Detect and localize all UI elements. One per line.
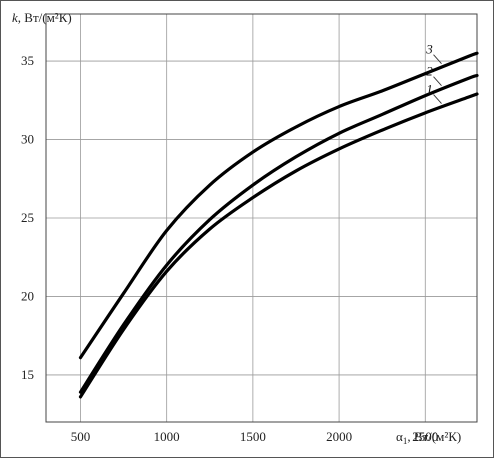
grid-lines xyxy=(46,14,477,422)
plot-area-border xyxy=(45,13,478,423)
y-tick-label: 35 xyxy=(21,53,34,68)
y-tick-label: 15 xyxy=(21,367,34,382)
x-axis-unit: , Вт/(м²К) xyxy=(407,429,461,444)
x-axis-subscript: 1 xyxy=(403,436,408,446)
x-tick-label: 500 xyxy=(71,429,91,444)
x-tick-label: 1000 xyxy=(154,429,180,444)
y-tick-label: 20 xyxy=(21,288,34,303)
y-tick-label: 25 xyxy=(21,210,34,225)
series-label-3: 3 xyxy=(425,42,433,57)
x-tick-labels: 500 1000 1500 2000 2500 xyxy=(71,429,439,444)
series-leader-1 xyxy=(433,94,442,104)
series-label-1: 1 xyxy=(426,82,433,97)
series-line-1 xyxy=(78,92,479,399)
y-axis-title: k, Вт/(м²К) xyxy=(12,10,72,25)
y-tick-labels: 15 20 25 30 35 xyxy=(21,53,34,382)
y-tick-label: 30 xyxy=(21,132,34,147)
x-axis-variable: α xyxy=(396,429,403,444)
series-leader-3 xyxy=(433,54,442,65)
series-leader-2 xyxy=(433,76,442,86)
y-axis-variable: k xyxy=(12,10,18,25)
series-curves xyxy=(78,51,479,399)
series-line-3 xyxy=(78,51,479,360)
series-labels: 1 2 3 xyxy=(425,42,442,104)
series-line-2 xyxy=(78,73,479,394)
y-axis-unit: , Вт/(м²К) xyxy=(18,10,72,25)
x-tick-label: 2500 xyxy=(412,429,438,444)
x-axis-title: α1, Вт/(м²К) xyxy=(396,429,461,446)
series-label-2: 2 xyxy=(426,64,433,79)
x-tick-label: 1500 xyxy=(240,429,266,444)
x-tick-label: 2000 xyxy=(326,429,352,444)
